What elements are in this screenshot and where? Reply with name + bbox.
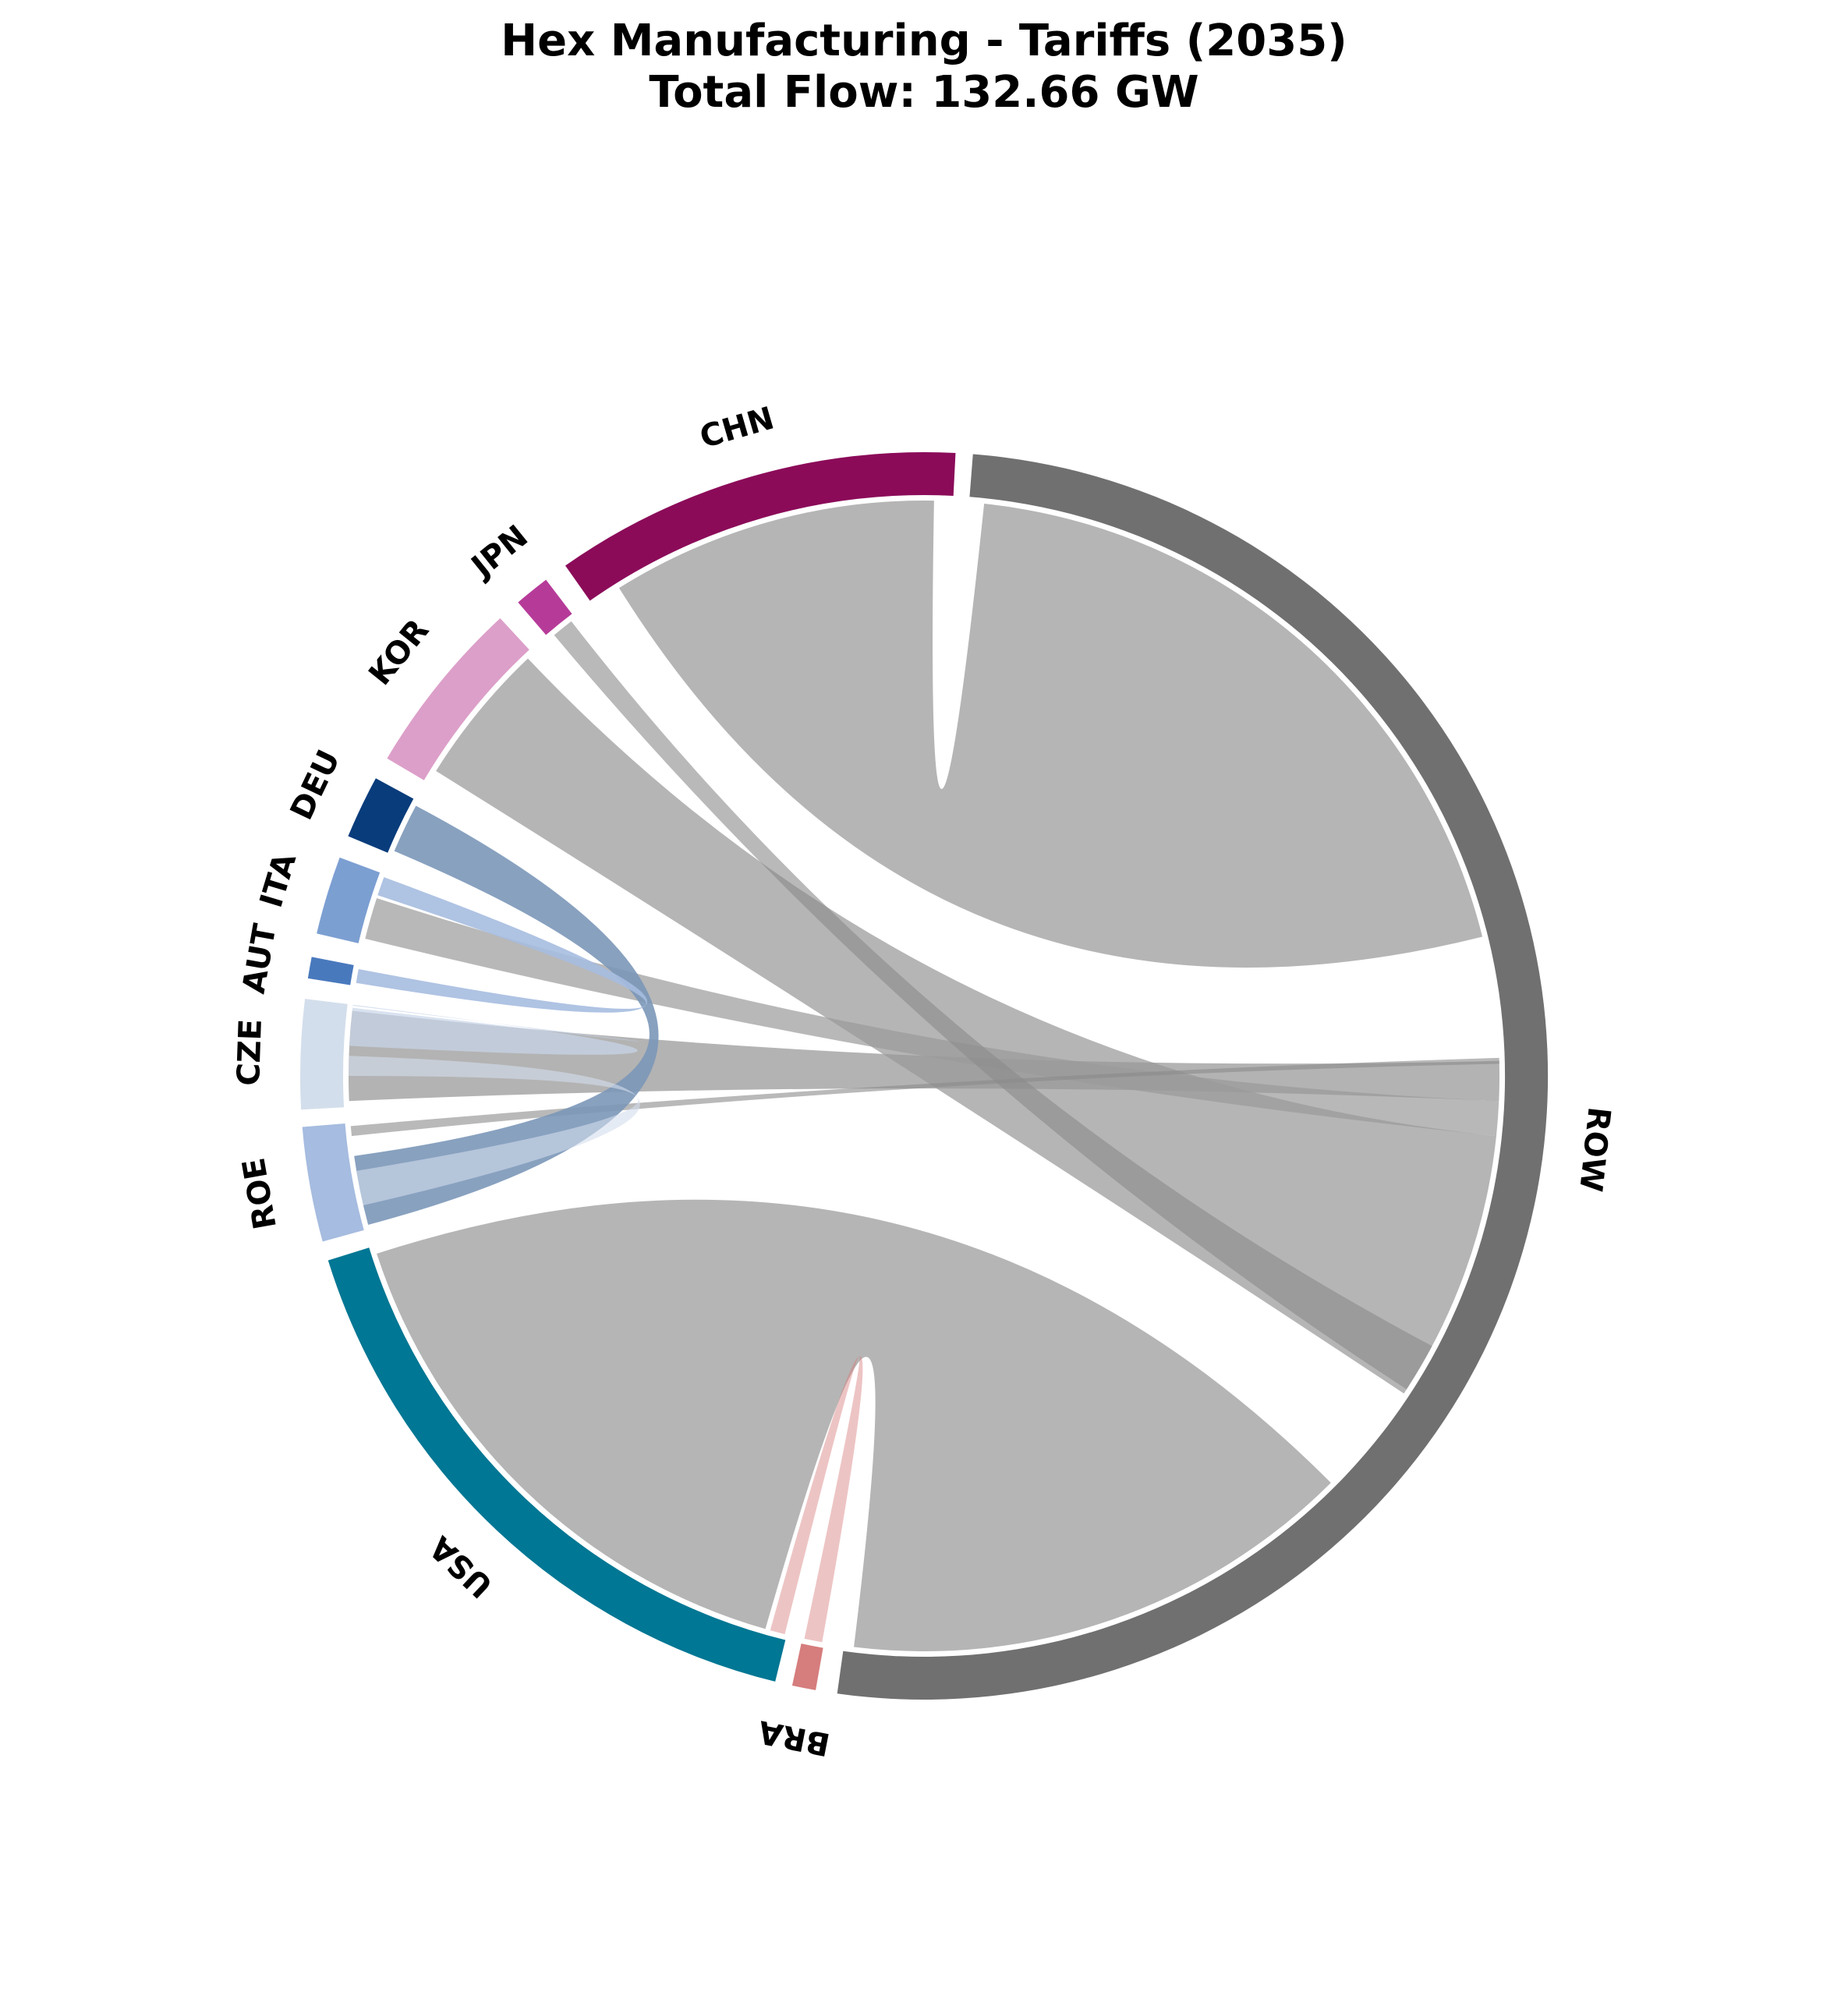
node-arc-jpn (518, 579, 572, 635)
node-label-aut: AUT (236, 921, 284, 996)
node-label-jpn: JPN (463, 518, 535, 586)
chart-subtitle-text: Total Flow: 132.66 GW (649, 67, 1199, 118)
chord-link-jpn-row (554, 621, 1432, 1389)
node-arc-chn (565, 451, 956, 601)
chord-link-ita-cze (349, 1004, 639, 1055)
node-arc-ita (317, 857, 381, 943)
node-arc-usa (327, 1247, 786, 1682)
node-arc-kor (387, 618, 529, 780)
node-arc-aut (307, 957, 354, 985)
node-label-usa: USA (423, 1529, 500, 1605)
node-label-deu: DEU (284, 745, 348, 826)
chord-link-usa-row (377, 1199, 1331, 1651)
node-arc-bra (791, 1643, 823, 1690)
chart-title: Hex Manufacturing - Tariffs (2035) Total… (0, 16, 1848, 119)
node-label-ita: ITA (253, 849, 303, 911)
node-arc-deu (348, 778, 414, 853)
chord-link-aut-ita (356, 877, 647, 1013)
node-label-bra: BRA (756, 1713, 833, 1762)
node-label-roe: ROE (236, 1155, 284, 1233)
arcs-layer (299, 451, 1549, 1700)
chart-title-text: Hex Manufacturing - Tariffs (2035) (501, 16, 1347, 66)
chord-link-ita-row (365, 897, 1499, 1137)
node-label-kor: KOR (362, 613, 436, 692)
chord-link-chn-row (618, 500, 1483, 968)
node-label-row: ROW (1572, 1106, 1617, 1194)
chord-link-usa-bra (770, 1356, 863, 1643)
links-layer (348, 500, 1500, 1651)
node-label-chn: CHN (696, 400, 777, 455)
node-arc-roe (302, 1123, 364, 1242)
chord-link-kor-row (436, 658, 1496, 1394)
chord-link-cze-roe (349, 1056, 640, 1206)
chord-link-roe-row (350, 1057, 1499, 1137)
node-arc-cze (299, 999, 348, 1110)
node-label-cze: CZE (231, 1018, 269, 1086)
chord-link-deu-roe (354, 805, 659, 1226)
